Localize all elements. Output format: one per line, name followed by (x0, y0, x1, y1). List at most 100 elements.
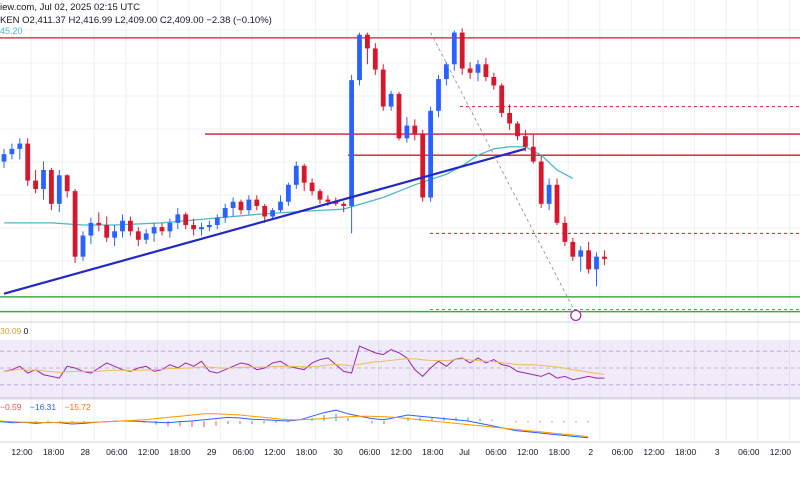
candle-body (562, 222, 568, 242)
candle-body (325, 199, 331, 202)
candle (199, 222, 204, 236)
candle-body (262, 205, 268, 217)
candle-body (404, 125, 410, 139)
candle (56, 170, 62, 213)
candle-body (467, 68, 473, 73)
candle-body (33, 180, 38, 190)
candle-body (554, 184, 560, 223)
ma-value-label: 45.20 (0, 26, 23, 36)
candle-body (88, 222, 94, 236)
x-tick-label: 30 (333, 447, 343, 457)
candle (428, 106, 433, 202)
candle-body (499, 85, 505, 113)
candle (262, 203, 268, 223)
ohlc-readout: KEN O2,411.37 H2,416.99 L2,409.00 C2,409… (0, 15, 272, 26)
x-tick-label: 12:00 (11, 447, 33, 457)
candle (120, 214, 125, 238)
candle-body (159, 227, 165, 232)
candle (562, 216, 568, 247)
candle-body (372, 48, 378, 70)
candle (183, 212, 189, 230)
signal-line (0, 413, 589, 438)
candle (365, 32, 370, 65)
candle-body (333, 201, 339, 204)
candle (286, 182, 291, 206)
candle-body (128, 220, 133, 232)
candle (159, 222, 165, 236)
candle-body (278, 201, 283, 211)
candle (104, 216, 110, 242)
candle-body (507, 112, 512, 124)
candle-body (17, 143, 23, 149)
candle (554, 178, 560, 225)
candle-body (175, 214, 181, 223)
candle-body (602, 256, 607, 259)
candle (388, 90, 394, 111)
candle-body (388, 93, 394, 107)
candle-body (380, 69, 386, 107)
x-tick-label: 12:00 (264, 447, 286, 457)
candle-body (183, 214, 189, 225)
candle (404, 117, 410, 143)
candle-body (151, 227, 157, 234)
candle (72, 189, 78, 264)
candle (602, 250, 607, 266)
candle (491, 72, 497, 90)
candle-body (396, 93, 402, 139)
candles (1, 28, 607, 287)
rsi-layer (0, 345, 800, 386)
candle (444, 62, 449, 86)
candle-body (96, 222, 102, 225)
candle-body (207, 224, 212, 228)
candle-body (191, 224, 196, 230)
macd-line (0, 409, 589, 439)
candle-body (523, 136, 528, 147)
macd-value-a: −0.59 (0, 402, 22, 412)
rsi-legend: 30.09 0 (0, 326, 28, 336)
x-tick-label: 18:00 (549, 447, 571, 457)
candle-body (475, 64, 481, 73)
candle (238, 199, 244, 215)
grid-lines (0, 0, 800, 443)
candle-body (538, 161, 544, 204)
candle-body (1, 154, 7, 162)
macd-value-b: −16.31 (29, 402, 57, 412)
candle (317, 189, 323, 204)
candle-body (64, 175, 70, 192)
candle (88, 217, 94, 244)
x-tick-label: 06:00 (738, 447, 760, 457)
candle-body (49, 170, 54, 204)
candle-body (80, 235, 86, 257)
trendline-layer (3, 32, 582, 322)
candle (112, 224, 117, 247)
rsi-value: 30.09 (0, 326, 22, 336)
candle (349, 74, 354, 234)
candle (301, 163, 307, 192)
x-tick-label: 18:00 (675, 447, 697, 457)
x-tick-label: 06:00 (233, 447, 255, 457)
candle-body (222, 208, 228, 218)
candle (143, 229, 149, 244)
candle-body (293, 165, 299, 185)
candle-body (436, 79, 441, 111)
candle-body (25, 143, 31, 181)
candle-body (286, 184, 291, 202)
x-tick-label: 18:00 (169, 447, 191, 457)
x-tick-label: 12:00 (517, 447, 539, 457)
candle (9, 143, 15, 160)
candle-body (412, 125, 418, 135)
x-tick-label: 29 (207, 447, 217, 457)
x-tick-label: 06:00 (106, 447, 128, 457)
rsi-extra: 0 (23, 326, 29, 336)
candle (459, 28, 465, 75)
candle-body (444, 64, 449, 80)
candle-body (459, 32, 465, 69)
candle-body (143, 233, 149, 240)
x-tick-label: 18:00 (43, 447, 65, 457)
candle-body (309, 182, 315, 192)
candle-body (41, 170, 46, 190)
candle-body (230, 201, 236, 209)
candle (293, 161, 299, 190)
candle (309, 178, 315, 196)
x-tick-label: 12:00 (770, 447, 792, 457)
